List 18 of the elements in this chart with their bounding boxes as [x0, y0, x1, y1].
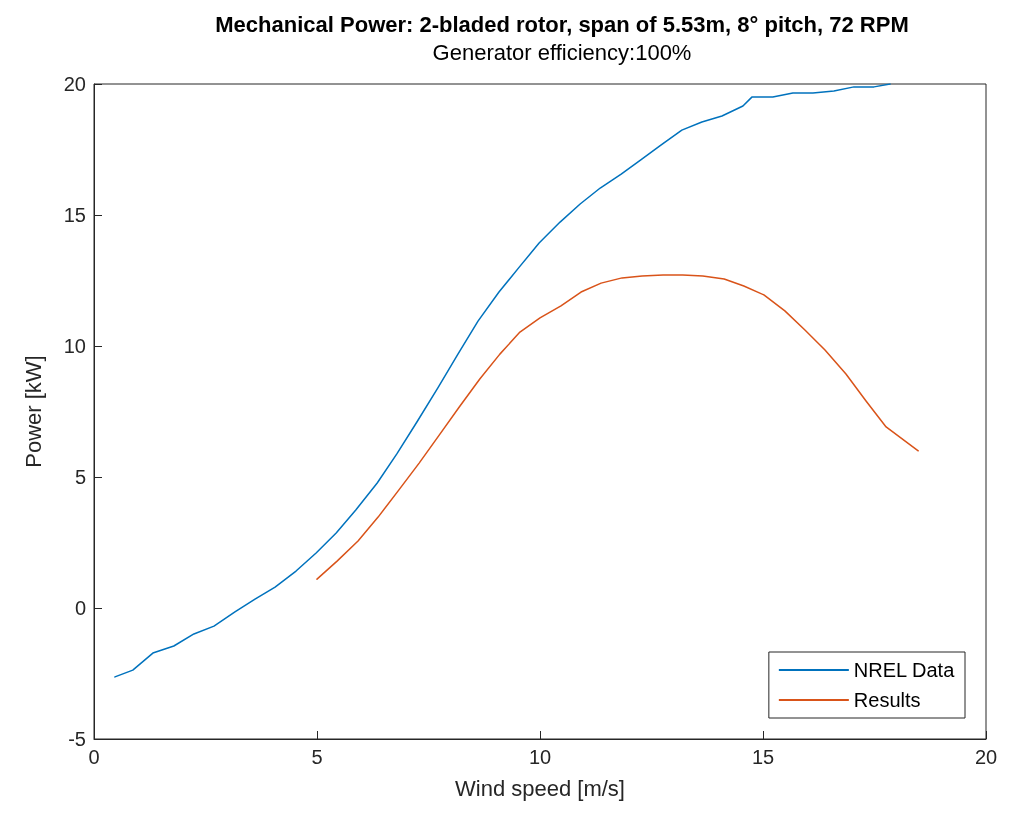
legend-label: NREL Data — [853, 659, 956, 681]
legend-label: Results — [853, 689, 921, 711]
x-tick-label: 10 — [528, 746, 552, 768]
x-tick-label: 0 — [88, 746, 100, 768]
y-axis-title: Power [kW] — [20, 355, 46, 468]
y-tick-label: 0 — [74, 597, 86, 619]
line-series — [316, 274, 919, 580]
y-tick-label: 5 — [74, 466, 86, 488]
x-tick-label: 5 — [311, 746, 323, 768]
chart-title: Mechanical Power: 2-bladed rotor, span of 5.53m, 8° pitch, 72 RPM — [215, 11, 909, 37]
x-axis-title: Wind speed [m/s] — [455, 775, 625, 801]
x-tick-label: 20 — [974, 746, 998, 768]
chart-subtitle: Generator efficiency:100% — [432, 39, 692, 65]
y-tick-label: 20 — [63, 73, 86, 95]
x-tick-label: 15 — [751, 746, 775, 768]
y-tick-label: -5 — [68, 728, 86, 750]
y-tick-label: 15 — [63, 204, 86, 226]
y-tick-label: 10 — [63, 335, 86, 357]
